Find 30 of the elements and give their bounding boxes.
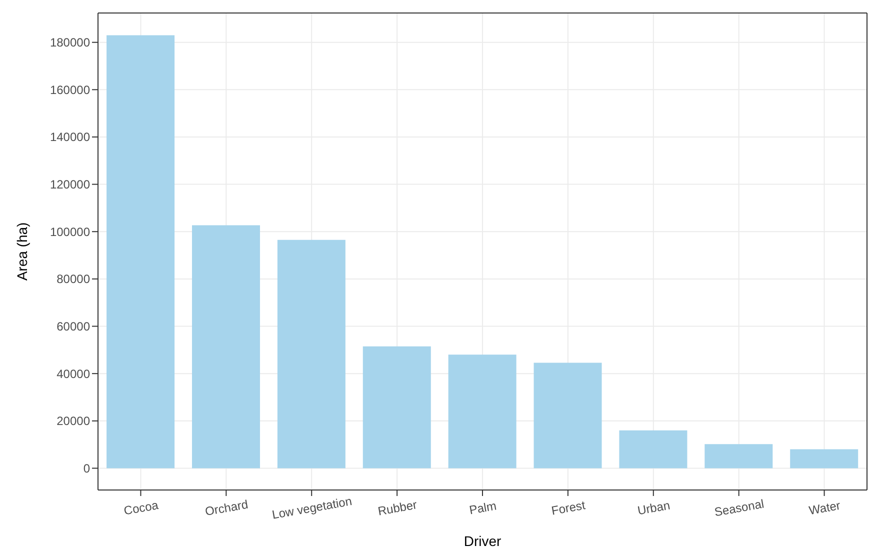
y-tick-label: 60000	[56, 320, 90, 334]
x-tick-label: Seasonal	[713, 496, 766, 520]
bar	[192, 225, 260, 468]
bar	[704, 444, 773, 468]
y-tick-label: 20000	[56, 414, 90, 428]
y-tick-label: 120000	[50, 178, 90, 192]
bar	[448, 354, 516, 468]
x-axis-title: Driver	[464, 533, 502, 549]
bar	[362, 346, 431, 468]
bar	[277, 240, 346, 468]
x-tick-label: Low vegetation	[270, 494, 353, 522]
x-tick-label: Forest	[550, 498, 587, 518]
y-tick-label: 160000	[50, 82, 90, 97]
x-tick-label: Water	[808, 498, 842, 518]
bar	[106, 35, 175, 468]
y-tick-label: 140000	[50, 130, 90, 144]
y-tick-label: 100000	[50, 224, 90, 239]
x-tick-label: Orchard	[204, 497, 250, 519]
y-tick-label: 0	[83, 461, 90, 476]
bar	[790, 449, 858, 468]
bar	[619, 430, 688, 468]
y-tick-label: 180000	[50, 36, 90, 50]
y-tick-label: 80000	[56, 272, 90, 286]
bar	[534, 362, 602, 468]
y-tick-label: 40000	[56, 366, 90, 381]
x-tick-label: Cocoa	[122, 498, 160, 518]
x-tick-label: Rubber	[376, 498, 418, 518]
x-tick-label: Urban	[636, 498, 672, 518]
y-axis-title: Area (ha)	[14, 222, 30, 281]
x-tick-label: Palm	[468, 498, 498, 518]
